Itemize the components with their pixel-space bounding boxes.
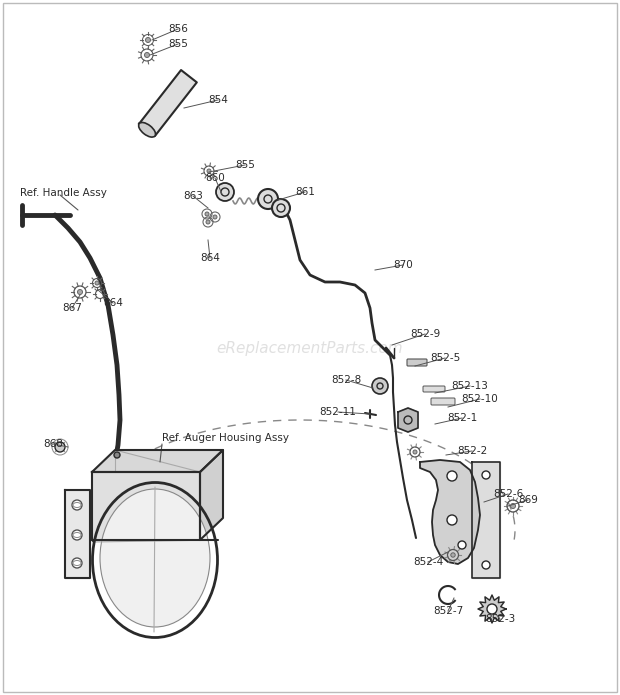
- Circle shape: [487, 604, 497, 614]
- FancyBboxPatch shape: [407, 359, 427, 366]
- Circle shape: [451, 553, 455, 557]
- Text: 869: 869: [518, 495, 538, 505]
- Text: 852-7: 852-7: [433, 606, 463, 616]
- Circle shape: [206, 220, 210, 224]
- Polygon shape: [139, 70, 197, 136]
- Text: 863: 863: [183, 191, 203, 201]
- Text: 852-4: 852-4: [413, 557, 443, 567]
- Ellipse shape: [139, 122, 156, 137]
- Polygon shape: [472, 462, 500, 578]
- Circle shape: [510, 503, 515, 509]
- Circle shape: [272, 199, 290, 217]
- Text: eReplacementParts.com: eReplacementParts.com: [216, 341, 404, 356]
- Circle shape: [216, 183, 234, 201]
- Circle shape: [95, 281, 99, 285]
- Circle shape: [482, 561, 490, 569]
- FancyBboxPatch shape: [423, 386, 445, 392]
- Text: 867: 867: [62, 303, 82, 313]
- Text: 852-5: 852-5: [430, 353, 460, 363]
- Circle shape: [213, 215, 217, 219]
- Text: 860: 860: [205, 173, 225, 183]
- Polygon shape: [398, 408, 418, 432]
- Circle shape: [447, 471, 457, 481]
- Circle shape: [55, 442, 65, 452]
- Text: 852-6: 852-6: [493, 489, 523, 499]
- Circle shape: [205, 212, 209, 216]
- Polygon shape: [478, 595, 506, 623]
- Polygon shape: [92, 472, 200, 540]
- Text: Ref. Handle Assy: Ref. Handle Assy: [20, 188, 107, 198]
- Circle shape: [72, 558, 82, 568]
- Text: 852-11: 852-11: [319, 407, 356, 417]
- Polygon shape: [420, 460, 480, 564]
- Text: 855: 855: [168, 39, 188, 49]
- Circle shape: [413, 450, 417, 454]
- Ellipse shape: [100, 489, 210, 627]
- Text: 864: 864: [103, 298, 123, 308]
- Circle shape: [458, 541, 466, 549]
- Text: 852-13: 852-13: [451, 381, 489, 391]
- Circle shape: [72, 500, 82, 510]
- Text: 852-9: 852-9: [410, 329, 440, 339]
- Text: 852-1: 852-1: [447, 413, 477, 423]
- Circle shape: [72, 530, 82, 540]
- Text: 852-2: 852-2: [457, 446, 487, 456]
- Circle shape: [146, 38, 151, 42]
- Circle shape: [78, 290, 82, 295]
- Circle shape: [372, 378, 388, 394]
- Circle shape: [207, 169, 211, 173]
- Circle shape: [258, 189, 278, 209]
- Text: 864: 864: [200, 253, 220, 263]
- Text: 868: 868: [43, 439, 63, 449]
- FancyBboxPatch shape: [431, 398, 455, 405]
- Text: Ref. Auger Housing Assy: Ref. Auger Housing Assy: [162, 433, 289, 443]
- Text: 852-10: 852-10: [462, 394, 498, 404]
- Polygon shape: [65, 490, 90, 578]
- Text: 855: 855: [235, 160, 255, 170]
- Text: 852-8: 852-8: [331, 375, 361, 385]
- Circle shape: [144, 53, 149, 58]
- Text: 870: 870: [393, 260, 413, 270]
- Text: 854: 854: [208, 95, 228, 105]
- Text: 852-3: 852-3: [485, 614, 515, 624]
- Circle shape: [482, 471, 490, 479]
- Text: 861: 861: [295, 187, 315, 197]
- Circle shape: [447, 515, 457, 525]
- Polygon shape: [92, 450, 223, 472]
- Circle shape: [114, 452, 120, 458]
- Text: 856: 856: [168, 24, 188, 34]
- Polygon shape: [200, 450, 223, 540]
